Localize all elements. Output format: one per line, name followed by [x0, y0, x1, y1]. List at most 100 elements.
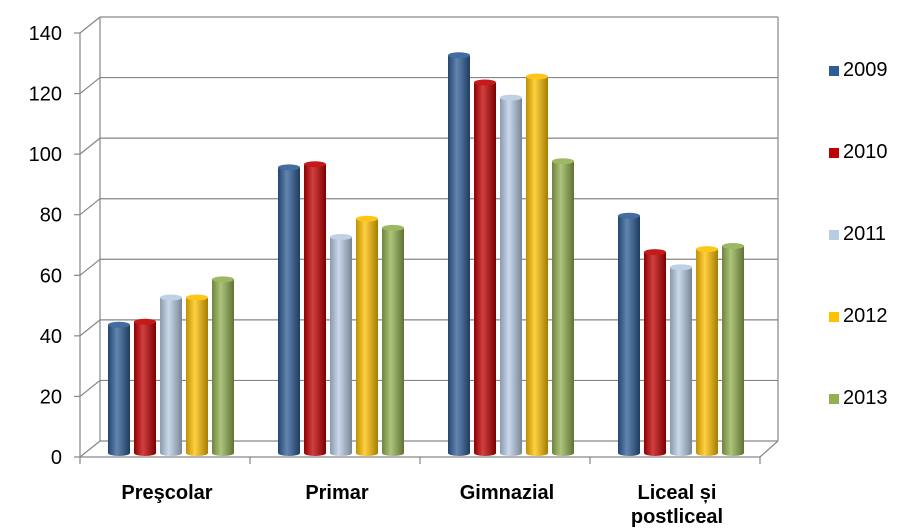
bar	[644, 249, 666, 456]
bar-body	[160, 297, 182, 456]
x-axis-category-labels: Preşcolar Primar Gimnazial Liceal și postlic…	[121, 482, 723, 528]
legend-label: 2009	[843, 59, 888, 81]
bar-top	[278, 164, 300, 171]
bar	[526, 73, 548, 456]
y-tick-label: 100	[29, 144, 62, 166]
bar-body	[618, 215, 640, 456]
bar	[552, 158, 574, 456]
legend-swatch	[829, 148, 839, 158]
y-tick-label: 40	[40, 326, 62, 348]
bar	[618, 212, 640, 456]
bar-body	[186, 297, 208, 456]
bar-top	[448, 52, 470, 59]
bar-top	[618, 212, 640, 219]
bar-body	[278, 167, 300, 457]
bar-top	[722, 243, 744, 250]
axes	[74, 17, 779, 464]
legend-label: 2013	[843, 387, 888, 409]
bar-body	[696, 249, 718, 456]
category-label-line: Liceal și	[638, 482, 717, 504]
bar-body	[108, 324, 130, 456]
y-tick-label: 60	[40, 265, 62, 287]
legend-swatch	[829, 394, 839, 404]
bar	[212, 276, 234, 456]
bar-top	[644, 249, 666, 256]
bar-top	[670, 264, 692, 271]
legend-swatch	[829, 312, 839, 322]
gridline-side	[79, 137, 101, 155]
bar-body	[212, 279, 234, 456]
legend-swatch	[829, 66, 839, 76]
bars	[108, 52, 744, 457]
bar	[382, 224, 404, 456]
bar	[500, 94, 522, 457]
bar	[330, 233, 352, 456]
bar-body	[448, 55, 470, 456]
bar-body	[330, 236, 352, 456]
legend-swatch	[829, 230, 839, 240]
bar-top	[526, 73, 548, 80]
bar-top	[186, 294, 208, 301]
bar-top	[212, 276, 234, 283]
gridline-side	[79, 379, 101, 397]
bar-body	[644, 252, 666, 456]
gridline-side	[79, 77, 101, 95]
bar-top	[382, 224, 404, 231]
bar-body	[552, 161, 574, 456]
bar-body	[474, 82, 496, 456]
legend: 2009 2010 2011 2012 2013	[829, 59, 888, 409]
bar-top	[330, 233, 352, 240]
floor-edge	[759, 440, 779, 458]
legend-label: 2011	[843, 223, 886, 245]
bar-body	[670, 267, 692, 456]
bar-body	[526, 76, 548, 456]
bar-body	[382, 227, 404, 456]
bar-top	[696, 246, 718, 253]
y-tick-label: 140	[29, 23, 62, 45]
y-tick-label: 20	[40, 386, 62, 408]
bar	[304, 161, 326, 457]
gridline-side	[79, 440, 101, 458]
legend-label: 2012	[843, 305, 888, 327]
gridline-side	[79, 16, 101, 34]
bar	[670, 264, 692, 456]
category-label-line: Preşcolar	[121, 482, 212, 504]
y-tick-label: 80	[40, 205, 62, 227]
bar-top	[160, 294, 182, 301]
bar-body	[500, 97, 522, 457]
bar-top	[134, 318, 156, 325]
category-label: Liceal și postliceal	[631, 482, 723, 528]
bar	[278, 164, 300, 457]
bar-body	[722, 246, 744, 456]
bar	[356, 215, 378, 456]
bar-body	[304, 164, 326, 457]
bar	[160, 294, 182, 456]
bar-top	[500, 94, 522, 101]
gridline-side	[79, 319, 101, 337]
bar	[474, 79, 496, 456]
bar	[448, 52, 470, 456]
y-tick-label: 0	[51, 447, 62, 469]
bar-top	[356, 215, 378, 222]
category-label: Preşcolar	[121, 482, 212, 504]
category-label-line: Gimnazial	[460, 482, 554, 504]
bar-top	[304, 161, 326, 168]
y-tick-label: 120	[29, 84, 62, 106]
category-label: Primar	[305, 482, 369, 504]
bar	[722, 243, 744, 456]
legend-label: 2010	[843, 141, 888, 163]
bar-body	[356, 218, 378, 456]
bar	[134, 318, 156, 456]
bar	[696, 246, 718, 456]
category-label-line: postliceal	[631, 506, 723, 528]
category-label: Gimnazial	[460, 482, 554, 504]
y-axis-tick-labels: 0 20 40 60 80 100 120 140	[29, 23, 62, 469]
bar-top	[552, 158, 574, 165]
gridline-side	[79, 198, 101, 216]
category-label-line: Primar	[305, 482, 369, 504]
bar	[108, 321, 130, 456]
bar	[186, 294, 208, 456]
bar-top	[474, 79, 496, 86]
bar-body	[134, 321, 156, 456]
